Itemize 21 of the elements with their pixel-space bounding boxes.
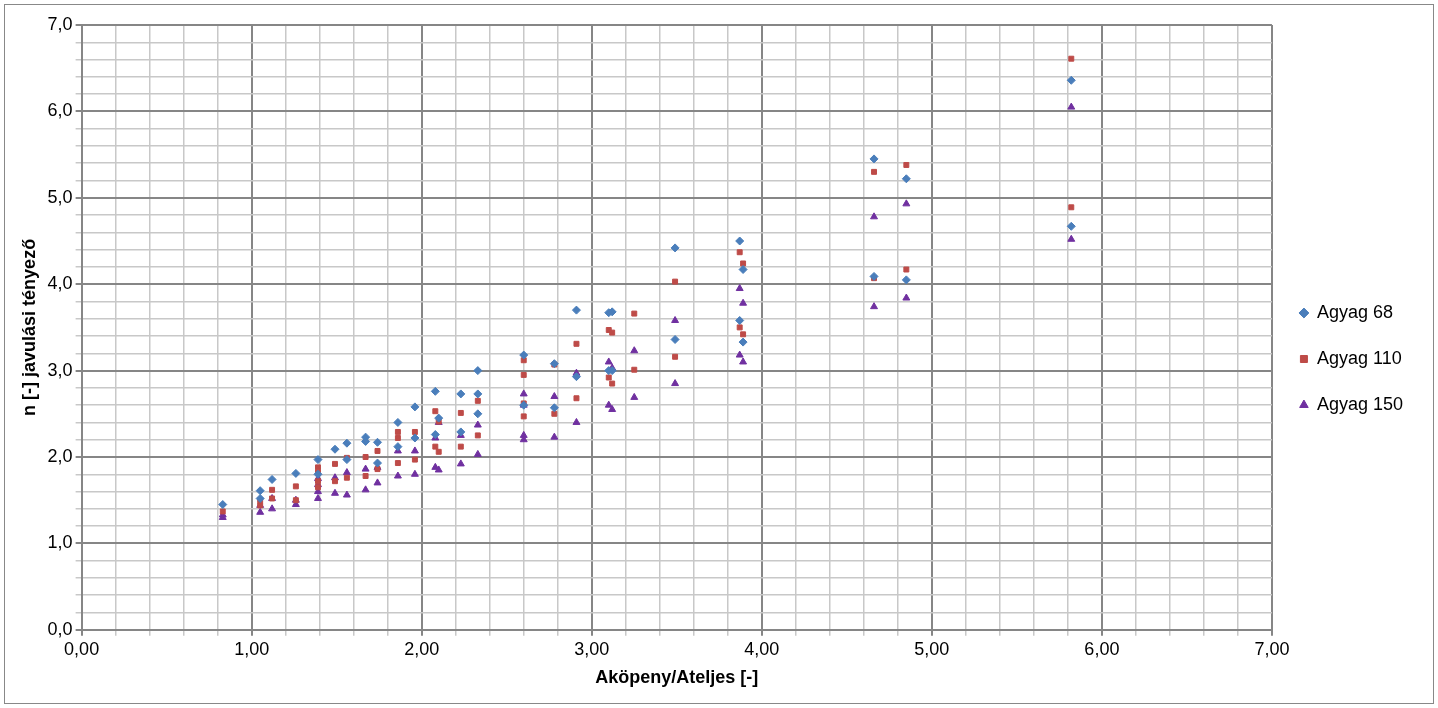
y-tick-label: 4,0	[47, 273, 73, 294]
x-tick-label: 0,00	[64, 638, 100, 659]
x-tick-label: 6,00	[1084, 638, 1120, 659]
x-tick-label: 3,00	[574, 638, 610, 659]
x-tick-label: 5,00	[914, 638, 950, 659]
x-tick-label: 2,00	[404, 638, 440, 659]
x-tick-label: 1,00	[234, 638, 270, 659]
x-axis-title: Aköpeny/Ateljes [-]	[595, 667, 759, 688]
y-tick-label: 7,0	[47, 13, 73, 34]
y-tick-label: 1,0	[47, 532, 73, 553]
y-axis-title: n [-] javulási tényező	[18, 238, 39, 416]
legend-label: Agyag 150	[1316, 393, 1404, 414]
y-tick-label: 3,0	[47, 359, 73, 380]
legend-label: Agyag 68	[1316, 301, 1393, 322]
y-tick-label: 5,0	[47, 186, 73, 207]
y-tick-label: 6,0	[47, 100, 73, 121]
legend-label: Agyag 110	[1316, 347, 1402, 368]
y-tick-label: 0,0	[47, 618, 73, 639]
x-tick-label: 4,00	[744, 638, 780, 659]
y-tick-label: 2,0	[47, 445, 73, 466]
x-tick-label: 7,00	[1254, 638, 1290, 659]
